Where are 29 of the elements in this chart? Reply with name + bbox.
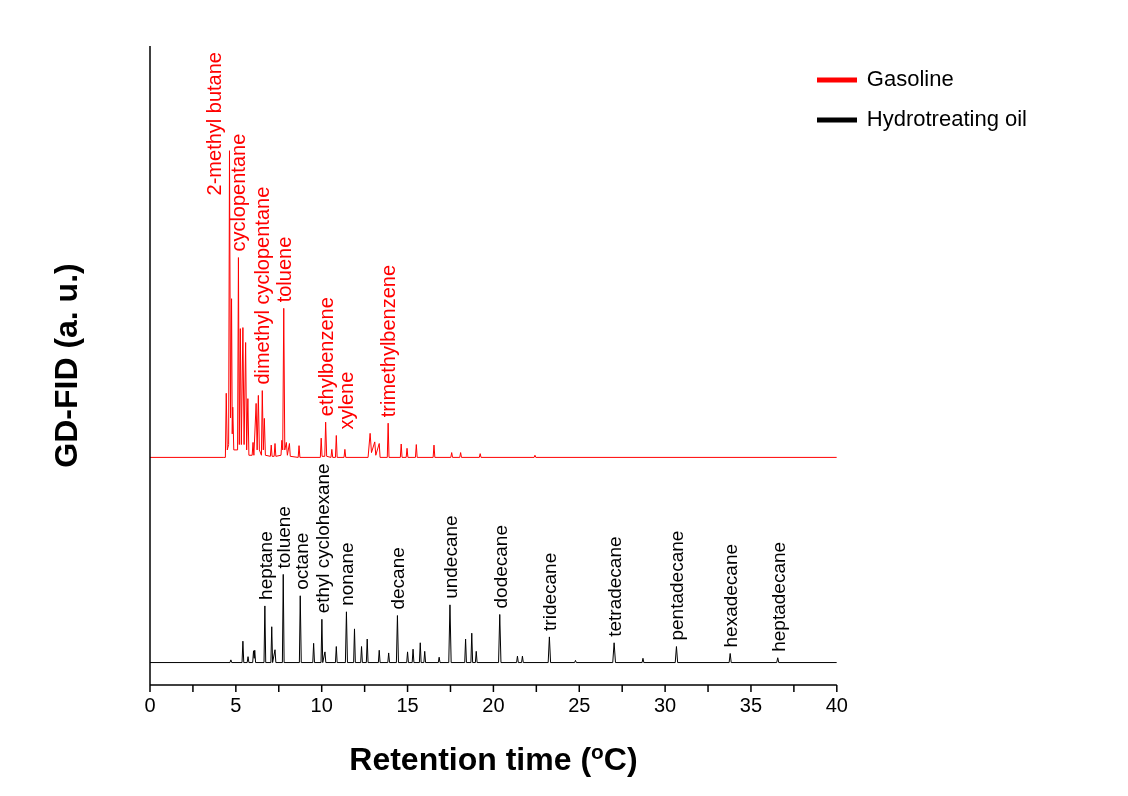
annotation: tridecane: [538, 552, 560, 631]
annotation: nonane: [335, 542, 357, 606]
x-tick-label: 30: [653, 694, 677, 717]
x-tick-label: 35: [739, 694, 763, 717]
annotation: cyclopentane: [227, 133, 250, 252]
y-axis-title: GD-FID (a. u.): [48, 263, 84, 468]
annotation: dodecane: [489, 525, 511, 609]
x-tick-label: 10: [310, 694, 333, 717]
annotation: 2-methyl butane: [203, 52, 226, 196]
legend-label: Gasoline: [866, 65, 954, 91]
x-axis-title: Retention time ($^{o}$C): [349, 739, 638, 777]
legend-label: Hydrotreating oil: [866, 105, 1027, 131]
x-tick-label: 0: [144, 694, 156, 717]
annotation: ethyl cyclohexane: [311, 463, 333, 614]
annotation: trimethylbenzene: [377, 264, 400, 418]
annotation: toluene: [272, 236, 295, 303]
x-tick-label: 5: [230, 694, 242, 717]
annotation: pentadecane: [665, 530, 687, 641]
annotation: undecane: [439, 515, 461, 599]
annotation: dimethyl cyclopentane: [251, 186, 274, 385]
x-tick-label: 15: [396, 694, 419, 717]
annotation: ethylbenzene: [314, 297, 337, 417]
annotation: hexadecane: [719, 543, 741, 648]
x-tick-label: 40: [825, 694, 848, 717]
annotation: decane: [386, 547, 408, 610]
x-tick-label: 20: [482, 694, 505, 717]
annotation: tetradecane: [603, 536, 625, 637]
x-tick-label: 25: [568, 694, 591, 717]
annotation: heptadecane: [767, 541, 789, 652]
